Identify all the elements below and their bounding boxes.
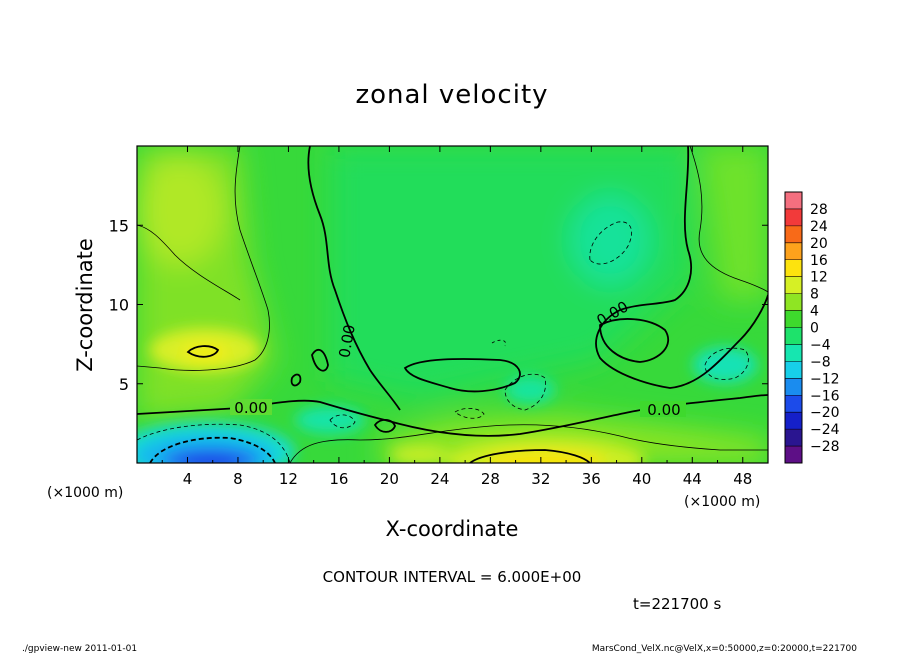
x-tick-label: 40 (632, 470, 651, 488)
colorbar-label: −4 (810, 337, 831, 353)
warm-max-mid-left-core (181, 342, 229, 362)
footer-left: ./gpview-new 2011-01-01 (22, 644, 137, 654)
cold-zone-center-small (505, 376, 555, 404)
plot-area: 0.00 0.00 0.00 0.00 (137, 146, 768, 463)
contour-neg-bottom-inner (149, 436, 276, 463)
warm-max-bottom-core (485, 450, 605, 463)
colorbar-swatch (785, 361, 802, 379)
contour-label-2: 0.00 (335, 323, 359, 359)
chart-title: zonal velocity (355, 80, 548, 110)
colorbar-swatch (785, 208, 802, 227)
colorbar-swatch (785, 327, 802, 345)
colorbar-label: 28 (810, 202, 828, 218)
contour-neg-center-small (454, 408, 485, 419)
colorbar-swatch (785, 378, 802, 396)
contour-zero-small-1 (311, 348, 329, 372)
colorbar-label: 4 (810, 304, 819, 320)
cold-min-bottom (180, 456, 240, 463)
y-tick-label: 10 (109, 296, 129, 315)
x-tick-label: 32 (531, 470, 550, 488)
colorbar-label: −8 (810, 354, 831, 370)
contour-zero-right-loop (599, 318, 670, 363)
x-tick-label: 48 (733, 470, 752, 488)
colorbar-label: 24 (810, 219, 828, 235)
x-axis-label: X-coordinate (386, 517, 519, 541)
colorbar-label: 12 (810, 270, 828, 286)
colorbar-label: 20 (810, 236, 828, 252)
contour-label-0: 0.00 (234, 399, 267, 417)
contour-interval: CONTOUR INTERVAL = 6.000E+00 (323, 568, 582, 586)
contour-neg-center (504, 373, 547, 411)
x-axis-ticks: 4 8 12 16 20 24 28 32 36 40 44 48 (161, 146, 752, 488)
contour-neg-right (704, 347, 749, 380)
x-tick-label: 16 (329, 470, 348, 488)
cool-field-upper-right (570, 195, 650, 285)
colorbar-swatch (785, 242, 802, 261)
colorbar-label: 8 (810, 287, 819, 303)
contour-zero-small-2 (290, 373, 302, 387)
contour-zero-bottom (469, 449, 591, 463)
warm-spot-bottom-center (390, 445, 450, 463)
colorbar-swatch (785, 412, 802, 430)
y-tick-label: 5 (119, 375, 129, 394)
x-tick-label: 8 (233, 470, 243, 488)
contour-thin-lower-band (289, 424, 768, 463)
x-unit-label-left: (×1000 m) (47, 485, 123, 501)
warm-field-upper-left (137, 155, 225, 265)
cold-zone-right (693, 347, 757, 383)
colorbar-label: −16 (810, 388, 840, 404)
colorbar-swatch (785, 395, 802, 413)
colorbar-label: −28 (810, 439, 840, 455)
contour-thin-right (689, 146, 768, 293)
x-tick-label: 12 (279, 470, 298, 488)
x-tick-label: 36 (582, 470, 601, 488)
contour-neg-left-mid (329, 414, 356, 429)
time-label: t=221700 s (633, 595, 721, 613)
colorbar-label: 0 (810, 321, 819, 337)
warm-field-right (700, 146, 768, 300)
colorbar-label: −24 (810, 422, 840, 438)
colorbar-swatch (785, 276, 802, 295)
colorbar-swatch (785, 310, 802, 328)
colorbar-label: 16 (810, 253, 828, 269)
contour-labels: 0.00 0.00 0.00 0.00 (230, 298, 686, 419)
x-tick-label: 28 (481, 470, 500, 488)
contour-zero-vertical (307, 146, 401, 411)
x-tick-label: 24 (430, 470, 449, 488)
x-tick-label: 44 (683, 470, 702, 488)
y-axis-ticks: 5 10 15 (109, 216, 768, 394)
contour-zero-small-left (186, 345, 220, 358)
colorbar-swatch (785, 259, 802, 278)
contour-neg-upper-right (589, 221, 633, 265)
colorbar-swatch (785, 429, 802, 447)
contour-thin-top-left (137, 224, 241, 301)
contour-neg-small-center (491, 339, 507, 347)
y-tick-label: 15 (109, 216, 129, 235)
colorbar-swatch (785, 446, 802, 464)
colorbar-swatch (785, 225, 802, 244)
colorbar-swatch (785, 293, 802, 312)
contour-zero-bottom-left-pos (373, 418, 396, 433)
contour-thin-upper-left (137, 146, 270, 371)
colorbar-label: −12 (810, 371, 840, 387)
x-tick-label: 4 (183, 470, 193, 488)
colorbar-label: −20 (810, 405, 840, 421)
contour-neg-bottom-outer (137, 423, 291, 463)
x-unit-label-right: (×1000 m) (684, 494, 760, 510)
contour-zero-right (595, 146, 768, 389)
contour-zero-center-loop (403, 358, 521, 393)
colorbar-swatch (785, 192, 802, 210)
contour-label-1: 0.00 (647, 401, 680, 419)
colorbar-swatch (785, 344, 802, 362)
x-tick-label: 20 (380, 470, 399, 488)
footer-right: MarsCond_VelX.nc@VelX,x=0:50000,z=0:2000… (592, 644, 857, 654)
y-axis-label: Z-coordinate (73, 238, 97, 372)
